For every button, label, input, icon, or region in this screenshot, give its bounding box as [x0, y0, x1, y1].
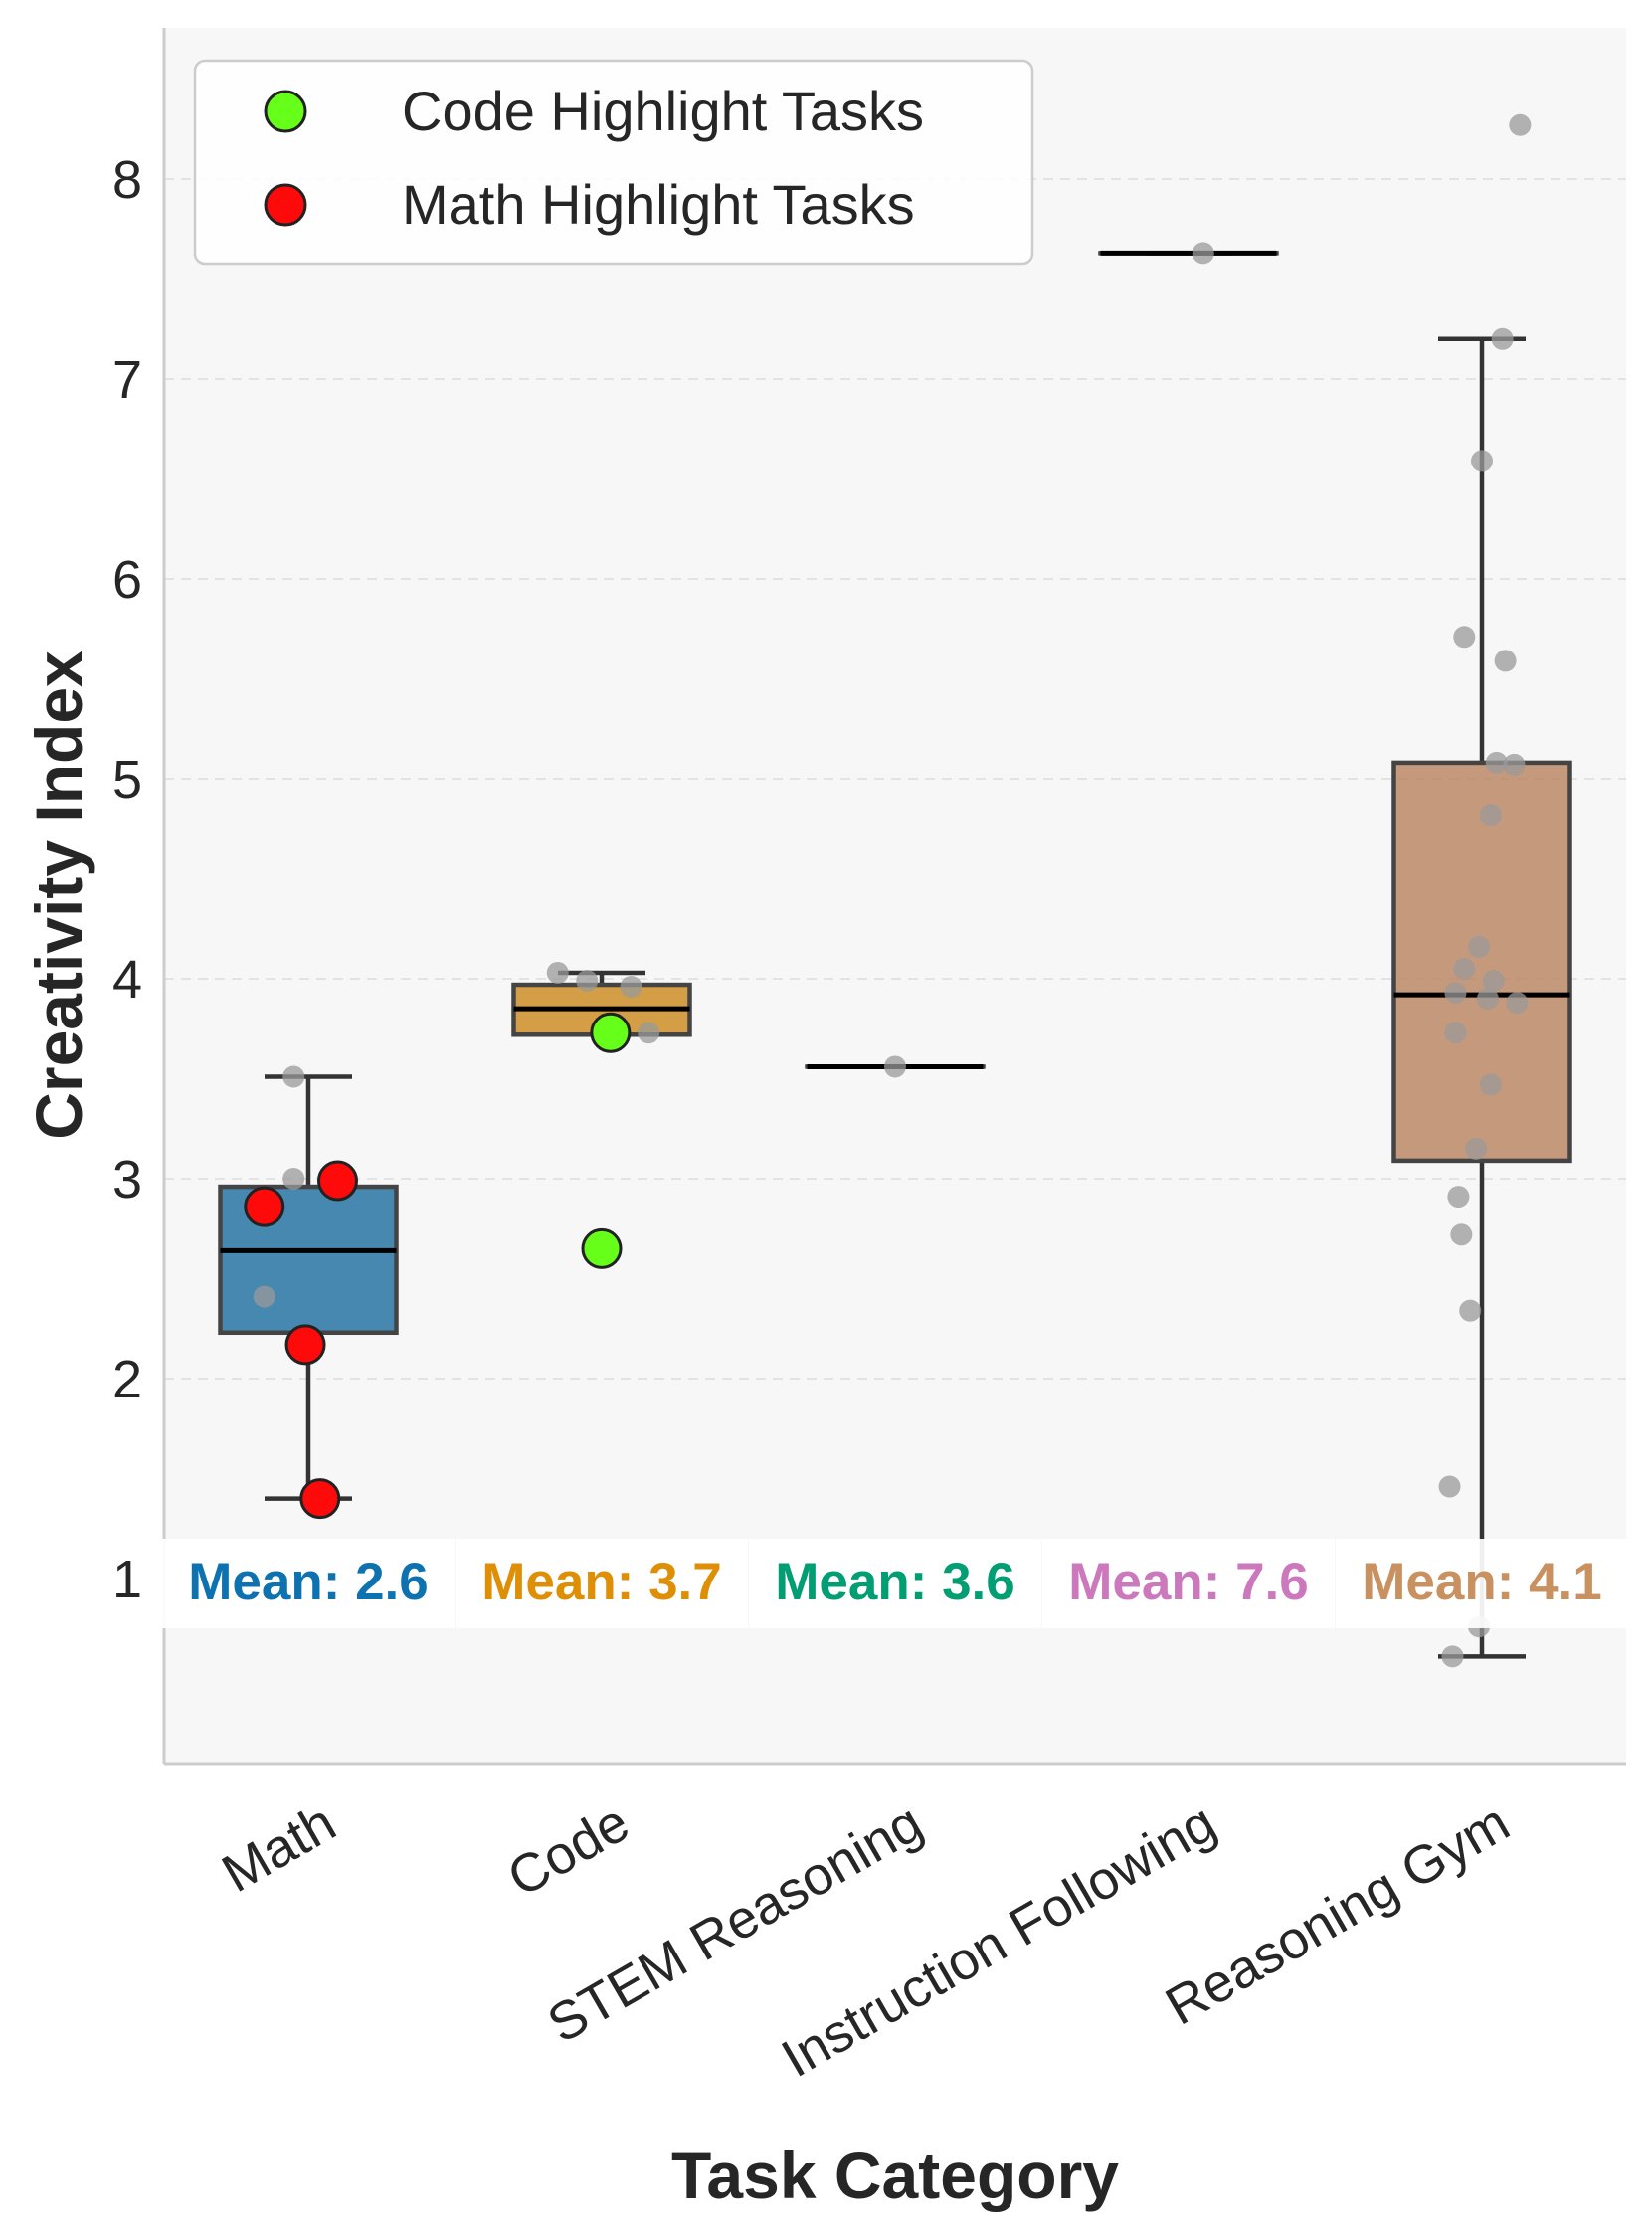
box-series	[218, 250, 1572, 1659]
point-reasoning-gym	[1444, 1022, 1467, 1044]
point-reasoning-gym	[1471, 450, 1493, 472]
box-reasoning-gym	[1391, 760, 1572, 1164]
y-tick-label: 2	[112, 1350, 142, 1409]
y-tick-label: 6	[112, 550, 142, 610]
mean-label-reasoning-gym: Mean: 4.1	[1362, 1553, 1602, 1611]
point-reasoning-gym	[1459, 1299, 1482, 1322]
legend-marker-math	[264, 183, 307, 227]
legend-frame	[193, 59, 1034, 266]
point-code	[576, 970, 599, 993]
highlight-point-math	[284, 1324, 326, 1366]
point-reasoning-gym	[1453, 957, 1476, 980]
point-reasoning-gym	[1479, 804, 1502, 827]
y-tick-label: 8	[112, 150, 142, 210]
y-tick-label: 4	[112, 950, 142, 1010]
highlight-point-code	[581, 1227, 623, 1269]
highlight-point-code	[590, 1012, 632, 1053]
point-reasoning-gym	[1438, 1475, 1461, 1498]
point-code	[620, 976, 642, 999]
y-tick-labels: 1 2 3 4 5 6 7 8	[112, 150, 142, 1609]
point-reasoning-gym	[1509, 113, 1532, 136]
point-math	[282, 1065, 305, 1088]
mean-label-stem-reasoning: Mean: 3.6	[775, 1553, 1015, 1611]
point-reasoning-gym	[1506, 992, 1529, 1015]
highlight-points	[244, 1012, 632, 1520]
highlight-point-math	[244, 1186, 285, 1227]
box-math	[218, 1184, 399, 1336]
mean-label-background	[162, 1539, 455, 1628]
mean-label-background	[1336, 1539, 1628, 1628]
point-instruction-following	[1192, 242, 1214, 265]
point-reasoning-gym	[1476, 988, 1499, 1011]
point-reasoning-gym	[1503, 753, 1526, 776]
y-tick-label: 1	[112, 1550, 142, 1609]
mean-label-math: Mean: 2.6	[188, 1553, 429, 1611]
y-tick-label: 3	[112, 1150, 142, 1209]
mean-label-code: Mean: 3.7	[481, 1553, 722, 1611]
y-tick-label: 7	[112, 350, 142, 410]
point-math	[253, 1285, 275, 1308]
point-reasoning-gym	[1447, 1186, 1470, 1209]
point-reasoning-gym	[1479, 1073, 1502, 1096]
mean-label-instruction-following: Mean: 7.6	[1068, 1553, 1309, 1611]
point-reasoning-gym	[1491, 327, 1514, 350]
y-tick-label: 5	[112, 750, 142, 810]
point-math	[282, 1168, 305, 1190]
legend-label-code: Code Highlight Tasks	[402, 80, 924, 142]
legend-label-math: Math Highlight Tasks	[402, 173, 915, 236]
legend: Code Highlight Tasks Math Highlight Task…	[193, 59, 1034, 266]
point-reasoning-gym	[1482, 970, 1505, 993]
point-stem-reasoning	[884, 1055, 906, 1078]
x-axis-title: Task Category	[671, 2139, 1119, 2212]
point-code	[638, 1022, 660, 1044]
point-reasoning-gym	[1485, 751, 1508, 774]
highlight-point-math	[317, 1160, 358, 1202]
mean-label-background	[749, 1539, 1041, 1628]
y-axis-title: Creativity Index	[22, 651, 95, 1140]
legend-marker-code	[264, 90, 307, 133]
point-reasoning-gym	[1494, 650, 1517, 672]
point-reasoning-gym	[1468, 935, 1491, 958]
mean-label-background	[456, 1539, 748, 1628]
plot-area	[164, 28, 1626, 1764]
point-reasoning-gym	[1465, 1137, 1488, 1160]
highlight-point-math	[299, 1478, 341, 1520]
point-reasoning-gym	[1444, 982, 1467, 1005]
point-reasoning-gym	[1450, 1223, 1473, 1246]
point-reasoning-gym	[1441, 1645, 1464, 1668]
point-code	[546, 961, 569, 984]
mean-labels: Mean: 2.6 Mean: 3.7 Mean: 3.6 Mean: 7.6 Mean…	[162, 1539, 1628, 1628]
mean-label-background	[1042, 1539, 1335, 1628]
point-reasoning-gym	[1453, 626, 1476, 649]
